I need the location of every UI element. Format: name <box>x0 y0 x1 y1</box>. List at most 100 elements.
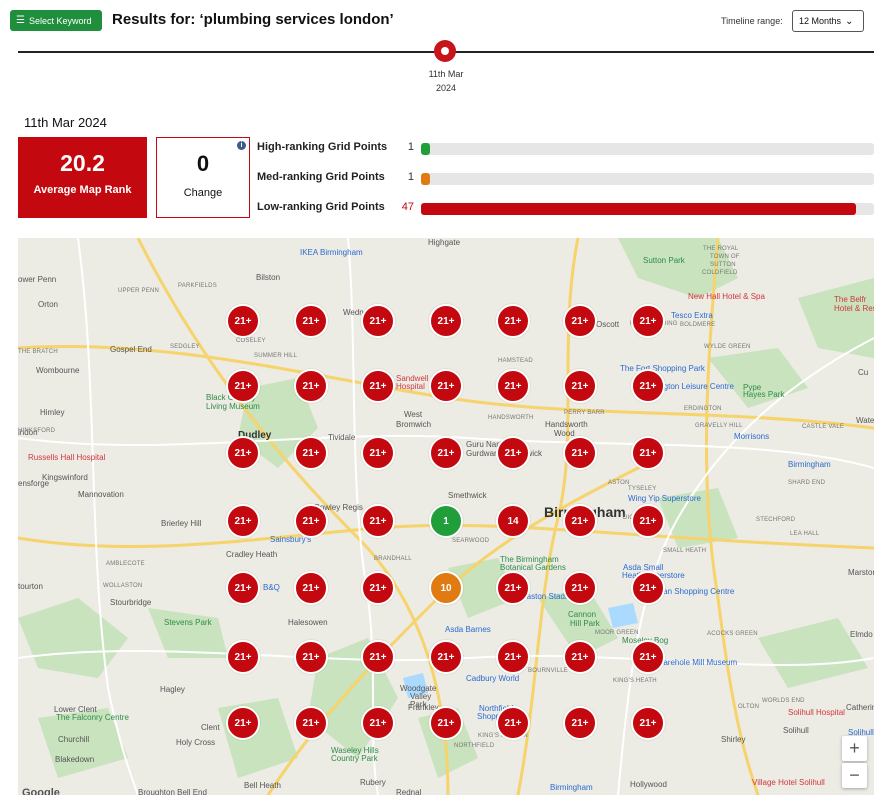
high-ranking-count: 1 <box>407 141 414 153</box>
map-place-label: PARKFIELDS <box>178 283 217 289</box>
menu-icon: ☰ <box>16 14 25 26</box>
rank-pin[interactable]: 21+ <box>294 504 328 538</box>
rank-pin[interactable]: 21+ <box>563 504 597 538</box>
rank-pin[interactable]: 21+ <box>563 369 597 403</box>
map-place-label: Blakedown <box>55 755 95 764</box>
map-place-label: Hayes Park <box>743 390 785 399</box>
zoom-out-button[interactable]: − <box>842 763 867 788</box>
timeline-point-date-line2: 2024 <box>435 83 457 93</box>
rank-pin[interactable]: 21+ <box>496 571 530 605</box>
rank-pin[interactable]: 21+ <box>496 706 530 740</box>
rank-pin[interactable]: 14 <box>496 504 530 538</box>
map-place-label: HAMSTEAD <box>498 358 533 364</box>
rank-pin[interactable]: 21+ <box>294 571 328 605</box>
rank-grid-map[interactable]: Highgate IKEA Birmingham THE ROYAL TOWN OF S… <box>18 238 874 795</box>
rank-pin[interactable]: 21+ <box>429 304 463 338</box>
zoom-in-button[interactable]: + <box>842 736 867 761</box>
map-place-label: Highgate <box>428 238 461 247</box>
timeline-range-select[interactable]: 12 Months ⌄ <box>792 10 864 32</box>
map-place-label: SHARD END <box>788 480 826 486</box>
map-place-label: Bilston <box>256 273 281 282</box>
map-place-label: IKEA Birmingham <box>300 248 363 257</box>
rank-pin[interactable]: 21+ <box>496 640 530 674</box>
rank-pin[interactable]: 21+ <box>226 571 260 605</box>
rank-pin[interactable]: 21+ <box>361 706 395 740</box>
map-place-label: Frankley <box>408 703 439 712</box>
rank-pin[interactable]: 21+ <box>631 504 665 538</box>
rank-pin[interactable]: 21+ <box>429 706 463 740</box>
high-ranking-bar-fill <box>421 143 431 155</box>
rank-pin[interactable]: 21+ <box>563 436 597 470</box>
rank-pin[interactable]: 21+ <box>294 369 328 403</box>
rank-pin[interactable]: 21+ <box>226 436 260 470</box>
rank-pin[interactable]: 21+ <box>294 706 328 740</box>
rank-pin[interactable]: 21+ <box>429 369 463 403</box>
map-place-label: Bell Heath <box>244 781 281 790</box>
map-place-label: Mannovation <box>78 490 124 499</box>
map-place-label: Marston <box>848 568 874 577</box>
rank-pin[interactable]: 21+ <box>361 504 395 538</box>
rank-pin[interactable]: 21+ <box>294 304 328 338</box>
rank-pin[interactable]: 21+ <box>631 640 665 674</box>
map-place-label: Rowley Regis <box>314 503 363 512</box>
rank-pin[interactable]: 21+ <box>631 571 665 605</box>
rank-pin[interactable]: 10 <box>429 571 463 605</box>
map-place-label: Dudley <box>238 430 272 441</box>
google-logo: Google <box>22 787 60 795</box>
map-place-label: tourton <box>18 582 43 591</box>
map-place-label: ACOCKS GREEN <box>707 631 758 637</box>
map-place-label: THE BRATCH <box>18 349 58 355</box>
rank-pin[interactable]: 21+ <box>226 304 260 338</box>
rank-pin[interactable]: 21+ <box>631 706 665 740</box>
rank-pin[interactable]: 21+ <box>496 436 530 470</box>
rank-pin[interactable]: 21+ <box>226 640 260 674</box>
rank-pin[interactable]: 21+ <box>226 504 260 538</box>
low-ranking-row: Low-ranking Grid Points 47 <box>257 200 874 216</box>
map-place-label: Asda Barnes <box>445 625 491 634</box>
map-place-label: Park <box>410 700 427 709</box>
rank-pin[interactable]: 21+ <box>631 369 665 403</box>
rank-pin[interactable]: 21+ <box>361 369 395 403</box>
map-place-label: Hospital <box>396 382 425 391</box>
map-place-label: SUTTON <box>710 262 736 268</box>
high-ranking-label: High-ranking Grid Points <box>257 141 388 153</box>
map-place-label: GRAVELLY HILL <box>695 423 743 429</box>
rank-pin[interactable]: 21+ <box>294 436 328 470</box>
map-place-label: Solihull Hospital <box>788 708 845 717</box>
map-place-label: Wing Yip Superstore <box>628 494 701 503</box>
timeline-point[interactable] <box>434 40 456 62</box>
select-keyword-button[interactable]: ☰ Select Keyword <box>10 10 102 31</box>
rank-pin[interactable]: 21+ <box>496 369 530 403</box>
rank-pin[interactable]: 21+ <box>631 304 665 338</box>
rank-pin[interactable]: 21+ <box>563 571 597 605</box>
rank-pin[interactable]: 21+ <box>429 436 463 470</box>
map-place-label: Sandwell <box>396 374 429 383</box>
rank-pin[interactable]: 21+ <box>361 304 395 338</box>
rank-pin[interactable]: 1 <box>429 504 463 538</box>
rank-pin[interactable]: 21+ <box>563 706 597 740</box>
rank-pin[interactable]: 21+ <box>563 304 597 338</box>
rank-pin[interactable]: 21+ <box>226 706 260 740</box>
rank-pin[interactable]: 21+ <box>496 304 530 338</box>
map-place-label: HINKSFORD <box>18 428 56 434</box>
rank-pin[interactable]: 21+ <box>361 436 395 470</box>
rank-pin[interactable]: 21+ <box>361 571 395 605</box>
rank-pin[interactable]: 21+ <box>294 640 328 674</box>
map-place-label: Morrisons <box>734 432 770 441</box>
map-place-label: Birmingham <box>550 783 593 792</box>
map-place-label: STECHFORD <box>756 517 796 523</box>
map-place-label: OLTON <box>738 704 760 710</box>
rank-pin[interactable]: 21+ <box>429 640 463 674</box>
map-place-label: Russells Hall Hospital <box>28 453 106 462</box>
med-ranking-row: Med-ranking Grid Points 1 <box>257 170 874 186</box>
rank-pin[interactable]: 21+ <box>563 640 597 674</box>
map-place-label: ERDINGTON <box>684 406 722 412</box>
rank-pin[interactable]: 21+ <box>361 640 395 674</box>
map-place-label: Tesco Extra <box>671 311 713 320</box>
rank-pin[interactable]: 21+ <box>226 369 260 403</box>
low-ranking-label: Low-ranking Grid Points <box>257 201 385 213</box>
map-place-label: Cadbury World <box>466 674 520 683</box>
info-icon[interactable]: i <box>237 141 246 150</box>
map-place-label: Sutton Park <box>643 256 685 265</box>
rank-pin[interactable]: 21+ <box>631 436 665 470</box>
